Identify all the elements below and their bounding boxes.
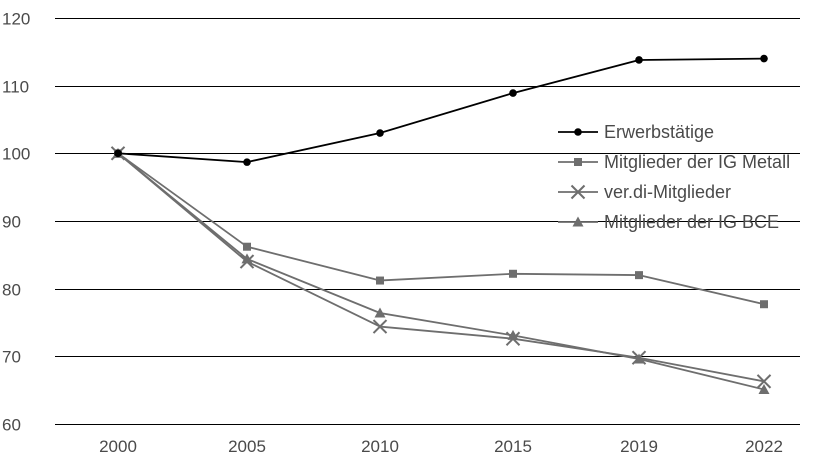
data-point: [635, 271, 643, 280]
series-line: [117, 152, 765, 383]
y-tick-label: 110: [2, 78, 29, 97]
data-point: [505, 331, 521, 346]
data-point: [760, 300, 768, 309]
y-tick-label: 90: [2, 213, 21, 232]
data-point: [114, 149, 122, 158]
x-tick-label: 2019: [620, 437, 658, 456]
data-point: [243, 158, 251, 166]
data-point: [241, 253, 253, 264]
data-point: [758, 383, 770, 394]
data-point: [239, 254, 255, 269]
series-line: [117, 57, 765, 164]
legend-marker: [570, 184, 586, 200]
data-point: [372, 319, 388, 334]
legend: Erwerbstätige Mitglieder der IG Metall ver…: [558, 122, 790, 232]
data-point: [631, 350, 647, 365]
data-point: [635, 56, 643, 64]
data-point: [756, 374, 772, 389]
legend-marker: [572, 216, 584, 227]
y-tick-label: 70: [2, 348, 21, 367]
data-point: [509, 269, 517, 278]
series-0: [114, 54, 768, 166]
legend-label: Mitglieder der IG Metall: [604, 152, 790, 172]
x-tick-label: 2022: [745, 437, 783, 456]
data-point: [374, 307, 386, 318]
data-point: [509, 89, 517, 97]
x-tick-label: 2000: [99, 437, 137, 456]
y-tick-label: 60: [2, 416, 21, 435]
legend-label: Mitglieder der IG BCE: [604, 212, 779, 232]
y-tick-label: 80: [2, 281, 21, 300]
data-point: [376, 276, 384, 285]
grid-layer: [55, 18, 800, 425]
data-point: [760, 54, 768, 63]
data-point: [243, 242, 251, 251]
series-layer: [110, 54, 772, 394]
y-axis-ticks: 60 70 80 90 100 110 120: [2, 10, 30, 435]
x-tick-label: 2005: [228, 437, 266, 456]
x-axis-ticks: 2000 2005 2010 2015 2019 2022: [99, 437, 783, 456]
legend-item: Erwerbstätige: [558, 122, 714, 142]
x-tick-label: 2010: [361, 437, 399, 456]
legend-marker: [574, 158, 582, 166]
y-tick-label: 120: [2, 10, 30, 29]
x-tick-label: 2015: [494, 437, 532, 456]
y-tick-label: 100: [2, 145, 30, 164]
legend-item: Mitglieder der IG Metall: [558, 152, 790, 172]
legend-label: Erwerbstätige: [604, 122, 714, 142]
series-line: [117, 152, 765, 391]
series-line: [117, 152, 765, 306]
legend-label: ver.di-Mitglieder: [604, 182, 731, 202]
legend-item: Mitglieder der IG BCE: [558, 212, 779, 232]
data-point: [376, 129, 384, 137]
legend-marker: [574, 128, 582, 136]
legend-item: ver.di-Mitglieder: [558, 182, 731, 202]
